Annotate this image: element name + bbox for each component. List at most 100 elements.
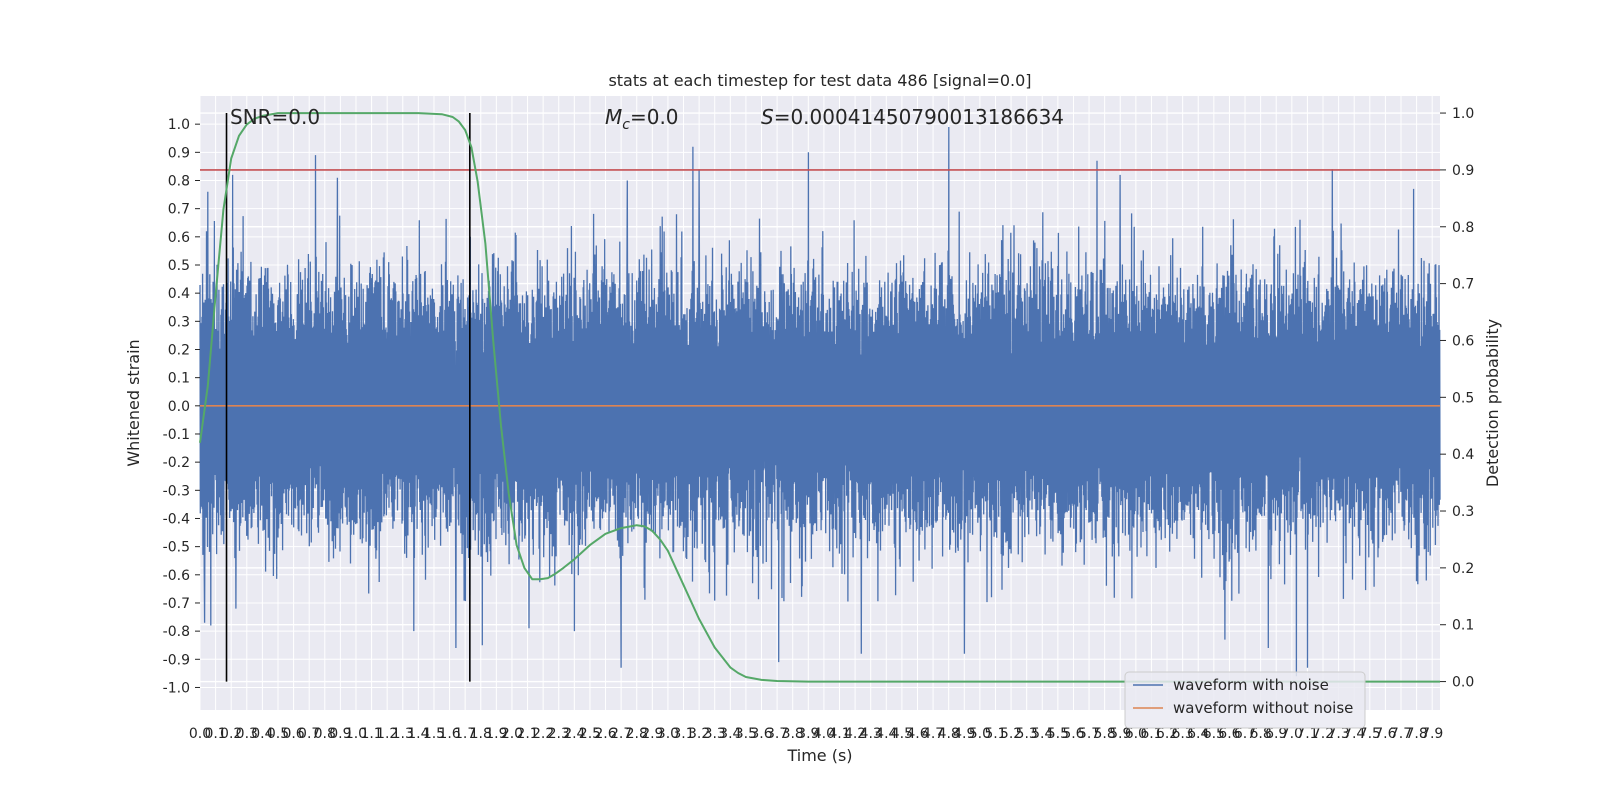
y2-tick-label: 0.1 bbox=[1452, 618, 1474, 634]
x-tick-label: 3.8 bbox=[782, 726, 804, 742]
x-tick-label: 7.2 bbox=[1312, 726, 1334, 742]
snr-annotation: SNR=0.0 bbox=[230, 105, 320, 129]
x-tick-label: 7.6 bbox=[1374, 726, 1396, 742]
y-tick-label: 0.7 bbox=[168, 202, 190, 218]
x-tick-label: 2.9 bbox=[641, 726, 663, 742]
x-tick-label: 5.1 bbox=[984, 726, 1006, 742]
y-tick-label: -0.4 bbox=[163, 511, 190, 527]
x-tick-label: 1.6 bbox=[438, 726, 460, 742]
y-tick-label: 0.1 bbox=[168, 371, 190, 387]
x-axis-label: Time (s) bbox=[786, 746, 852, 765]
x-tick-label: 4.9 bbox=[953, 726, 975, 742]
x-tick-label: 5.3 bbox=[1016, 726, 1038, 742]
x-tick-label: 7.7 bbox=[1390, 726, 1412, 742]
x-axis-ticks: 0.00.10.20.30.40.50.60.70.80.91.01.11.21… bbox=[189, 726, 1443, 742]
x-tick-label: 3.6 bbox=[750, 726, 772, 742]
x-tick-label: 2.1 bbox=[516, 726, 538, 742]
chirp-mass-value: =0.0 bbox=[630, 105, 679, 129]
y2-tick-label: 0.0 bbox=[1452, 675, 1474, 691]
x-tick-label: 7.8 bbox=[1405, 726, 1427, 742]
x-tick-label: 5.0 bbox=[969, 726, 991, 742]
x-tick-label: 0.3 bbox=[236, 726, 258, 742]
x-tick-label: 6.7 bbox=[1234, 726, 1256, 742]
x-tick-label: 3.2 bbox=[688, 726, 710, 742]
y-tick-label: -0.7 bbox=[163, 596, 190, 612]
x-tick-label: 2.2 bbox=[532, 726, 554, 742]
y-tick-label: -0.6 bbox=[163, 568, 190, 584]
y-tick-label: -0.2 bbox=[163, 455, 190, 471]
x-tick-label: 6.2 bbox=[1156, 726, 1178, 742]
x-tick-label: 6.6 bbox=[1218, 726, 1240, 742]
x-tick-label: 0.4 bbox=[251, 726, 273, 742]
x-tick-label: 2.3 bbox=[548, 726, 570, 742]
x-tick-label: 1.0 bbox=[345, 726, 367, 742]
x-tick-label: 7.3 bbox=[1327, 726, 1349, 742]
x-tick-label: 3.3 bbox=[704, 726, 726, 742]
chirp-mass-subscript: c bbox=[622, 117, 630, 133]
x-tick-label: 4.2 bbox=[844, 726, 866, 742]
y-tick-label: 0.3 bbox=[168, 314, 190, 330]
x-tick-label: 0.8 bbox=[314, 726, 336, 742]
x-tick-label: 2.0 bbox=[501, 726, 523, 742]
chirp-mass-annotation: Mc=0.0 bbox=[605, 105, 679, 133]
y-tick-label: 0.6 bbox=[168, 230, 190, 246]
x-tick-label: 7.4 bbox=[1343, 726, 1365, 742]
x-tick-label: 3.7 bbox=[766, 726, 788, 742]
x-tick-label: 7.1 bbox=[1296, 726, 1318, 742]
y2-tick-label: 0.7 bbox=[1452, 277, 1474, 293]
y2-tick-label: 1.0 bbox=[1452, 106, 1474, 122]
s-annotation: S=0.00041450790013186634 bbox=[761, 105, 1064, 129]
x-tick-label: 1.2 bbox=[376, 726, 398, 742]
x-tick-label: 5.6 bbox=[1062, 726, 1084, 742]
x-tick-label: 7.5 bbox=[1359, 726, 1381, 742]
x-tick-label: 1.3 bbox=[392, 726, 414, 742]
x-tick-label: 2.7 bbox=[610, 726, 632, 742]
x-tick-label: 3.1 bbox=[672, 726, 694, 742]
y-axis-ticks: 1.0 0.9 0.8 0.7 0.6 0.5 0.4 0.3 0.2 0.1 0.0 -0.1 -0.… bbox=[163, 117, 200, 696]
y2-tick-label: 0.6 bbox=[1452, 333, 1474, 349]
x-tick-label: 1.9 bbox=[485, 726, 507, 742]
y2-tick-label: 0.9 bbox=[1452, 163, 1474, 179]
y-tick-label: -0.8 bbox=[163, 624, 190, 640]
legend-label-with-noise: waveform with noise bbox=[1173, 676, 1329, 694]
x-tick-label: 2.5 bbox=[579, 726, 601, 742]
x-tick-label: 0.5 bbox=[267, 726, 289, 742]
y-tick-label: 0.5 bbox=[168, 258, 190, 274]
x-tick-label: 6.5 bbox=[1203, 726, 1225, 742]
x-tick-label: 6.3 bbox=[1172, 726, 1194, 742]
x-tick-label: 4.7 bbox=[922, 726, 944, 742]
x-tick-label: 1.7 bbox=[454, 726, 476, 742]
x-tick-label: 0.0 bbox=[189, 726, 211, 742]
x-tick-label: 5.8 bbox=[1094, 726, 1116, 742]
x-tick-label: 4.8 bbox=[938, 726, 960, 742]
x-tick-label: 5.5 bbox=[1047, 726, 1069, 742]
y-tick-label: -1.0 bbox=[163, 680, 190, 696]
x-tick-label: 3.5 bbox=[735, 726, 757, 742]
x-tick-label: 7.0 bbox=[1281, 726, 1303, 742]
y2-tick-label: 0.3 bbox=[1452, 504, 1474, 520]
x-tick-label: 4.6 bbox=[906, 726, 928, 742]
y2-tick-label: 0.5 bbox=[1452, 390, 1474, 406]
y2-axis-label: Detection probability bbox=[1483, 319, 1502, 487]
y-tick-label: -0.5 bbox=[163, 540, 190, 556]
x-tick-label: 5.4 bbox=[1031, 726, 1053, 742]
s-value: =0.00041450790013186634 bbox=[774, 105, 1064, 129]
chirp-mass-symbol: M bbox=[605, 105, 622, 129]
legend-box bbox=[1124, 671, 1366, 729]
detection-probability-line bbox=[199, 112, 1440, 683]
x-tick-label: 1.5 bbox=[423, 726, 445, 742]
y2-axis-ticks: 1.0 0.9 0.8 0.7 0.6 0.5 0.4 0.3 0.2 0.1 0.0 bbox=[1440, 106, 1474, 691]
x-tick-label: 6.4 bbox=[1187, 726, 1209, 742]
chart-title: stats at each timestep for test data 486… bbox=[608, 71, 1031, 90]
y2-tick-label: 0.2 bbox=[1452, 561, 1474, 577]
x-tick-label: 3.4 bbox=[719, 726, 741, 742]
x-tick-label: 4.5 bbox=[891, 726, 913, 742]
x-tick-label: 1.1 bbox=[360, 726, 382, 742]
x-tick-label: 3.0 bbox=[657, 726, 679, 742]
y-tick-label: -0.9 bbox=[163, 652, 190, 668]
x-tick-label: 0.7 bbox=[298, 726, 320, 742]
x-tick-label: 3.9 bbox=[797, 726, 819, 742]
x-tick-label: 5.7 bbox=[1078, 726, 1100, 742]
x-tick-label: 4.1 bbox=[828, 726, 850, 742]
